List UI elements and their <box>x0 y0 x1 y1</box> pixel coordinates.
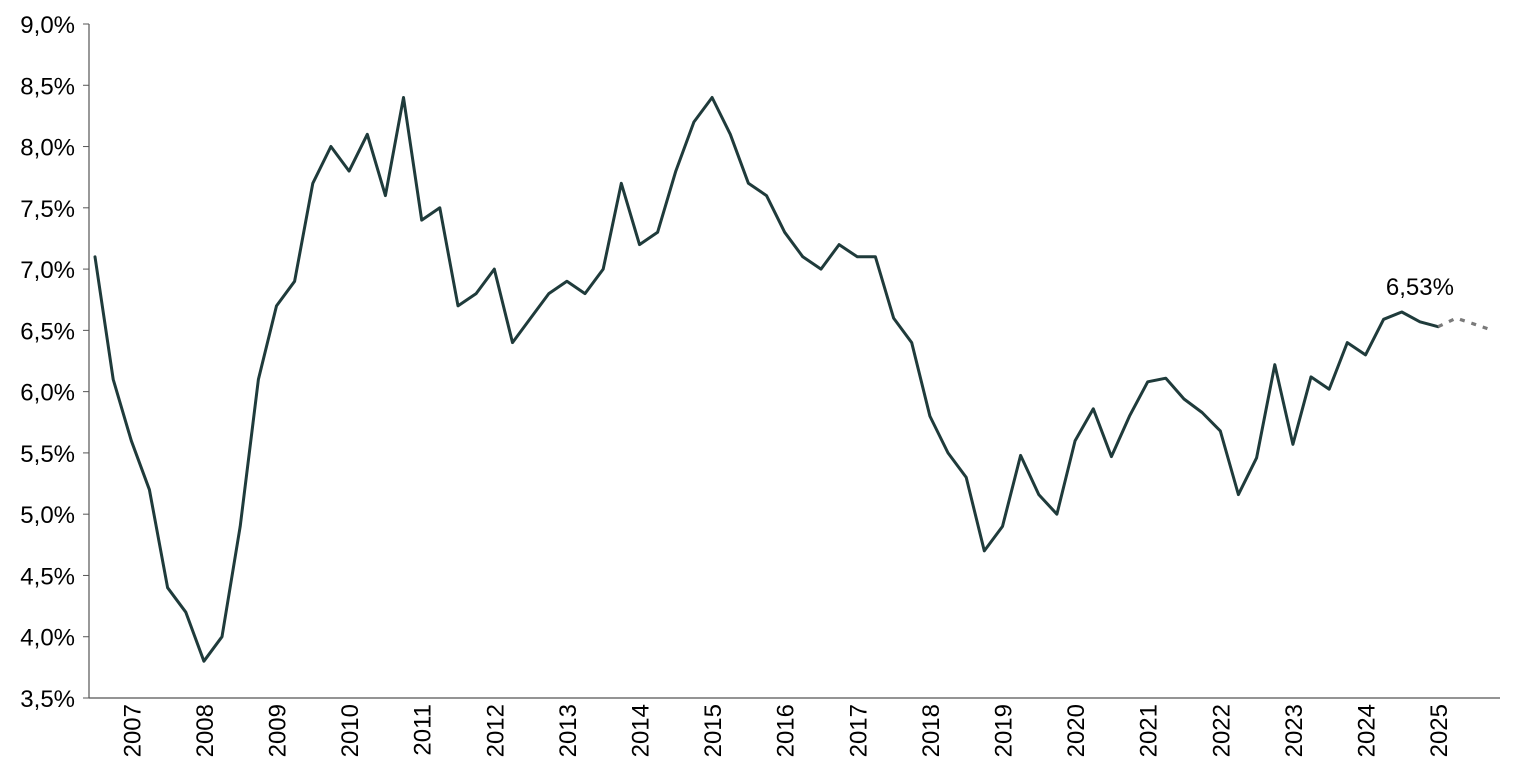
series-line-dotted <box>1437 316 1494 332</box>
y-axis-ticks: 3,5% 4,0% 4,5% 5,0% 5,5% 6,0% 6,5% 7,0% 7,5% 8,0%… <box>20 12 89 713</box>
y-tick-label: 6,5% <box>20 318 75 345</box>
annotations: 6,53% <box>1386 274 1454 301</box>
y-tick-label: 4,0% <box>20 625 75 652</box>
x-tick-label: 2024 <box>1354 704 1381 757</box>
x-tick-label: 2021 <box>1136 704 1163 757</box>
x-tick-label: 2023 <box>1281 704 1308 757</box>
y-tick-label: 4,5% <box>20 563 75 590</box>
y-tick-label: 7,0% <box>20 257 75 284</box>
x-tick-label: 2009 <box>265 704 292 757</box>
x-tick-label: 2016 <box>773 704 800 757</box>
y-tick-label: 5,0% <box>20 502 75 529</box>
x-tick-label: 2019 <box>991 704 1018 757</box>
y-tick-label: 8,5% <box>20 73 75 100</box>
x-tick-label: 2018 <box>918 704 945 757</box>
y-tick-label: 9,0% <box>20 12 75 39</box>
y-tick-label: 8,0% <box>20 135 75 162</box>
series-line-solid <box>93 96 1440 663</box>
x-tick-label: 2014 <box>628 704 655 757</box>
x-tick-label: 2008 <box>192 704 219 757</box>
x-tick-label: 2013 <box>555 704 582 757</box>
x-tick-label: 2007 <box>119 704 146 757</box>
x-tick-label: 2011 <box>410 704 437 756</box>
x-axis-ticks: 2007 2008 2009 2010 2011 2012 2013 2014 2015 2016… <box>119 704 1453 757</box>
data-label: 6,53% <box>1386 274 1454 301</box>
x-tick-label: 2025 <box>1426 704 1453 757</box>
y-tick-label: 7,5% <box>20 196 75 223</box>
x-tick-label: 2010 <box>337 704 364 757</box>
x-tick-label: 2015 <box>700 704 727 757</box>
x-tick-label: 2017 <box>845 704 872 757</box>
y-tick-label: 6,0% <box>20 380 75 407</box>
y-tick-label: 3,5% <box>20 686 75 713</box>
series-layer <box>93 96 1494 663</box>
y-tick-label: 5,5% <box>20 441 75 468</box>
x-tick-label: 2022 <box>1208 704 1235 757</box>
axes <box>88 24 1500 699</box>
x-tick-label: 2020 <box>1063 704 1090 757</box>
x-tick-label: 2012 <box>482 704 509 757</box>
